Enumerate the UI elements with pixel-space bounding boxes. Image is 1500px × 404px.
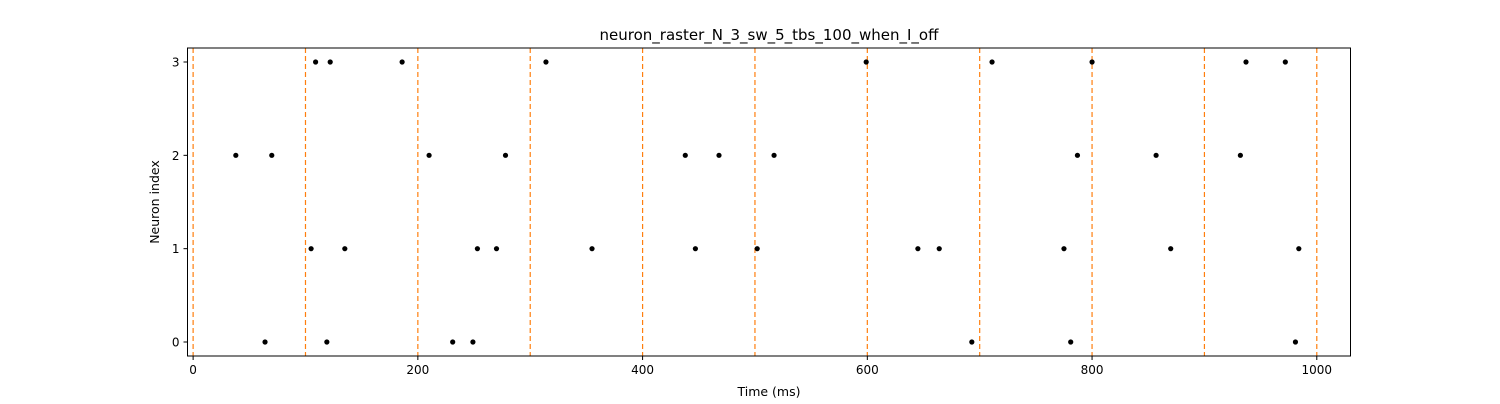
x-tick-label: 600 (856, 363, 879, 377)
spike-point (426, 152, 432, 158)
x-axis-label: Time (ms) (736, 384, 800, 399)
spike-point (312, 59, 319, 65)
spike-point (327, 59, 333, 65)
plot-frame (187, 47, 1351, 357)
x-tick-label: 1000 (1302, 363, 1333, 377)
spike-point (342, 246, 348, 252)
y-tick-label: 2 (172, 149, 180, 163)
spike-point (915, 246, 921, 252)
spike-point (754, 246, 760, 252)
spike-point (1296, 246, 1302, 252)
spike-point (682, 152, 688, 158)
vline-layer (192, 48, 1318, 356)
spike-point (502, 152, 509, 158)
x-tick-label: 800 (1081, 363, 1104, 377)
spike-point (692, 246, 698, 252)
x-axis-ticks: 0 200 400 600 800 1000 (189, 356, 1332, 377)
spike-point (1074, 152, 1081, 158)
spike-point (493, 246, 500, 252)
x-tick-label: 0 (189, 363, 197, 377)
spike-point (1153, 152, 1159, 158)
spike-point (470, 339, 476, 345)
spike-point (771, 152, 777, 158)
spike-point (863, 59, 869, 65)
y-tick-label: 3 (172, 56, 180, 70)
spike-point (262, 339, 268, 345)
y-tick-label: 1 (172, 242, 180, 256)
chart-title: neuron_raster_N_3_sw_5_tbs_100_when_I_of… (600, 26, 940, 45)
spike-point (1292, 339, 1299, 345)
spike-point (1237, 152, 1243, 158)
spike-point (1061, 246, 1067, 252)
spike-layer (233, 59, 1302, 345)
y-axis-ticks: 0 1 2 3 (172, 56, 188, 350)
spike-point (589, 246, 595, 252)
spike-point (324, 339, 330, 345)
spike-point (1168, 246, 1174, 252)
spike-point (1089, 59, 1095, 65)
spike-point (233, 152, 239, 158)
y-axis-label: Neuron index (147, 160, 162, 244)
spike-point (450, 339, 456, 345)
y-tick-label: 0 (172, 336, 180, 350)
spike-point (1243, 59, 1249, 65)
spike-point (936, 246, 942, 252)
spike-point (1068, 339, 1074, 345)
spike-point (716, 152, 722, 158)
spike-point (269, 152, 275, 158)
spike-point (1282, 59, 1288, 65)
spike-point (969, 339, 975, 345)
x-tick-label: 200 (406, 363, 429, 377)
spike-point (989, 59, 995, 65)
x-tick-label: 400 (631, 363, 654, 377)
spike-point (308, 246, 314, 252)
spike-point (399, 59, 405, 65)
spike-point (543, 59, 549, 65)
spike-point (474, 246, 481, 252)
